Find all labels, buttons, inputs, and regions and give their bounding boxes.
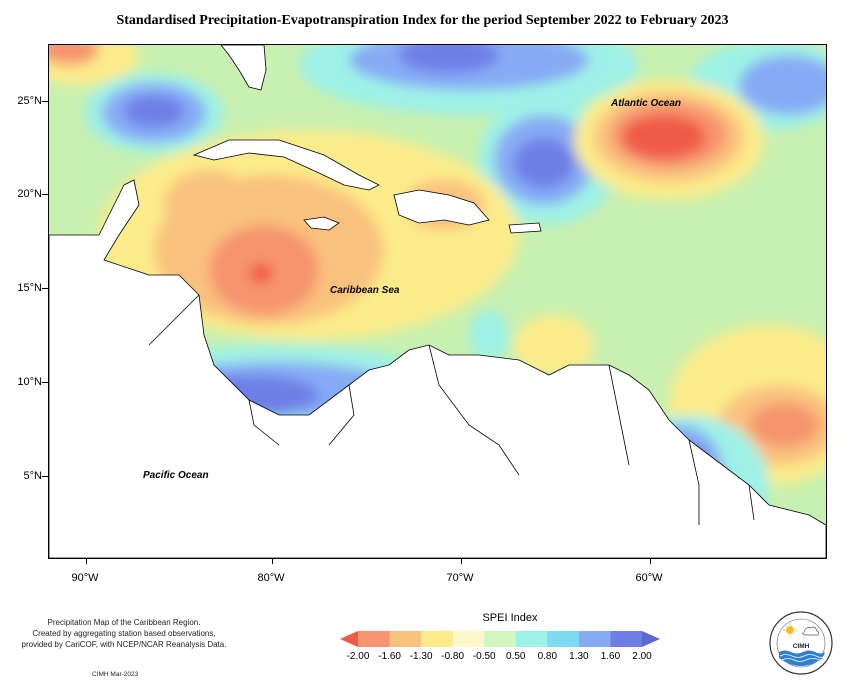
legend-label: -0.80	[441, 651, 465, 662]
legend-segment	[340, 631, 358, 647]
legend-segment	[358, 631, 391, 647]
spei-map: Atlantic Ocean Caribbean Sea Pacific Oce…	[48, 44, 827, 559]
legend-label: 2.00	[632, 651, 652, 662]
legend-colorbar	[340, 631, 660, 647]
lat-tick	[42, 476, 48, 477]
lat-label-15n: 15°N	[17, 282, 42, 294]
legend-label: 0.50	[506, 651, 526, 662]
lon-tick	[461, 558, 462, 564]
legend-label: -0.50	[472, 651, 496, 662]
lon-label-70w: 70°W	[446, 572, 474, 584]
legend-label: -1.30	[409, 651, 433, 662]
legend-segment	[547, 631, 580, 647]
map-title: Standardised Precipitation-Evapotranspir…	[116, 13, 729, 28]
caribbean-sea-label: Caribbean Sea	[330, 285, 400, 296]
logo-text: CIMH	[793, 643, 810, 650]
lon-label-60w: 60°W	[635, 572, 663, 584]
legend-segment	[578, 631, 611, 647]
lat-tick	[42, 101, 48, 102]
legend-label: 1.30	[569, 651, 589, 662]
legend-label: 0.80	[537, 651, 558, 662]
spei-field	[49, 45, 826, 555]
legend-segment	[484, 631, 517, 647]
lat-tick	[42, 288, 48, 289]
legend-title: SPEI Index	[482, 612, 538, 624]
credit-date: CIMH Mar-2023	[92, 671, 139, 678]
lon-tick	[86, 558, 87, 564]
legend-segment	[515, 631, 548, 647]
lat-label-10n: 10°N	[17, 376, 42, 388]
legend-segment	[610, 631, 643, 647]
credits-block: Precipitation Map of the Caribbean Regio…	[0, 617, 248, 650]
credit-line-3: provided by CariCOF, with NCEP/NCAR Rean…	[21, 640, 227, 649]
legend-label: -2.00	[346, 651, 370, 662]
lon-label-90w: 90°W	[71, 572, 99, 584]
legend-label: 1.60	[600, 651, 621, 662]
borders	[148, 294, 755, 525]
lat-tick	[42, 382, 48, 383]
lon-tick	[650, 558, 651, 564]
lat-tick	[42, 194, 48, 195]
legend-segment	[642, 631, 660, 647]
credit-line-1: Precipitation Map of the Caribbean Regio…	[47, 618, 201, 627]
atlantic-ocean-label: Atlantic Ocean	[610, 98, 681, 109]
cimh-logo: CIMH	[768, 610, 834, 676]
lat-label-25n: 25°N	[17, 95, 42, 107]
lat-label-20n: 20°N	[17, 188, 42, 200]
lon-tick	[272, 558, 273, 564]
legend-segment	[389, 631, 422, 647]
lat-label-5n: 5°N	[23, 470, 42, 482]
credit-line-2: Created by aggregating station based obs…	[32, 629, 216, 638]
legend-segment	[421, 631, 454, 647]
lon-label-80w: 80°W	[257, 572, 285, 584]
land-masses	[49, 45, 826, 558]
legend-label: -1.60	[378, 651, 401, 662]
legend-segment	[452, 631, 485, 647]
pacific-ocean-label: Pacific Ocean	[143, 470, 209, 481]
